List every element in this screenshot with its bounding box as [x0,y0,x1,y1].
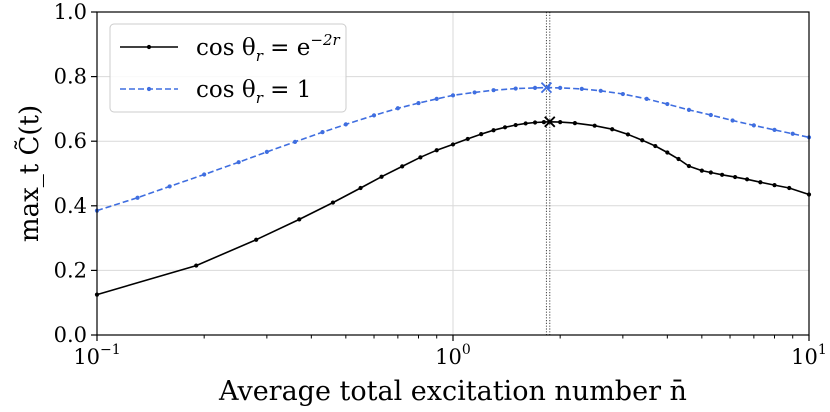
data-point [330,200,336,205]
y-tick-label: 0.6 [54,129,87,153]
data-point [194,263,199,268]
data-point [320,130,325,135]
data-point [358,185,363,191]
data-point [491,128,496,133]
data-point [513,86,518,91]
data-point [686,163,692,169]
data-point [592,123,597,128]
data-point [653,143,658,149]
data-point [135,195,140,200]
data-point [699,168,704,173]
data-point [167,184,172,189]
data-point [610,127,615,132]
vertical-marker-lines [545,12,551,335]
data-point [532,85,538,91]
x-axis-label: Average total excitation number n̄ [218,376,687,407]
y-tick-label: 0.0 [54,323,87,347]
data-point [297,217,302,222]
data-point [772,183,777,188]
data-point [343,122,348,127]
data-point [572,121,578,126]
legend-swatch-marker [146,44,152,50]
data-point [513,122,518,128]
data-point [416,100,421,106]
data-point [644,96,649,101]
max-marker-2 [540,81,553,94]
data-point [479,131,484,137]
data-point [790,131,795,136]
data-point [379,174,384,179]
data-point [730,118,735,123]
data-point [558,120,563,125]
y-tick-label: 0.2 [54,258,87,282]
legend-label-1: cos θr = e−2r [196,31,341,65]
data-point [676,156,681,162]
data-point [395,106,400,111]
data-point [434,96,439,101]
data-point [558,85,563,91]
data-point [744,177,750,182]
data-point [708,112,713,118]
data-point [434,148,439,153]
legend-label-2: cos θr = 1 [196,77,311,107]
data-point [472,90,477,95]
data-point [541,120,546,125]
x-tick-label: 100 [435,342,471,369]
data-point [708,170,713,175]
data-point [751,123,756,128]
y-tick-label: 0.4 [54,194,87,218]
data-point [772,127,777,132]
data-point [625,132,631,137]
data-point [640,138,645,143]
data-point [665,150,670,155]
axis-ticks: 0.0 0.2 0.4 0.6 0.8 1.0 10−1 100 101 [54,0,827,369]
data-point [236,160,241,165]
data-point [523,121,528,126]
legend-box [109,23,347,113]
data-point [579,86,584,91]
data-point [264,149,269,154]
data-point [665,101,670,107]
data-point [686,107,692,112]
data-point [254,237,259,242]
series-line-2 [96,86,810,212]
data-point [502,125,508,130]
legend-swatch-marker [146,86,152,92]
data-point [719,172,725,177]
legend: cos θr = e−2r cos θr = 1 [109,23,347,113]
data-point [418,155,423,160]
data-point [532,120,538,125]
data-point [620,91,625,97]
x-tick-label: 101 [791,342,827,369]
y-tick-label: 1.0 [54,0,87,24]
max-marker-1 [544,116,556,128]
data-point [758,180,763,185]
data-point [400,164,405,169]
series-layer [94,81,812,297]
x-tick-label: 10−1 [73,342,120,369]
data-point [732,174,738,180]
data-point [491,88,496,93]
data-point [371,113,377,118]
data-point [202,172,207,177]
data-point [787,185,792,191]
data-point [598,88,603,93]
y-tick-label: 0.8 [54,65,87,89]
data-point [292,139,298,144]
data-point [450,93,456,98]
data-point [465,136,470,142]
data-point [450,142,456,147]
y-axis-label: max_t C̃(t) [14,105,45,242]
